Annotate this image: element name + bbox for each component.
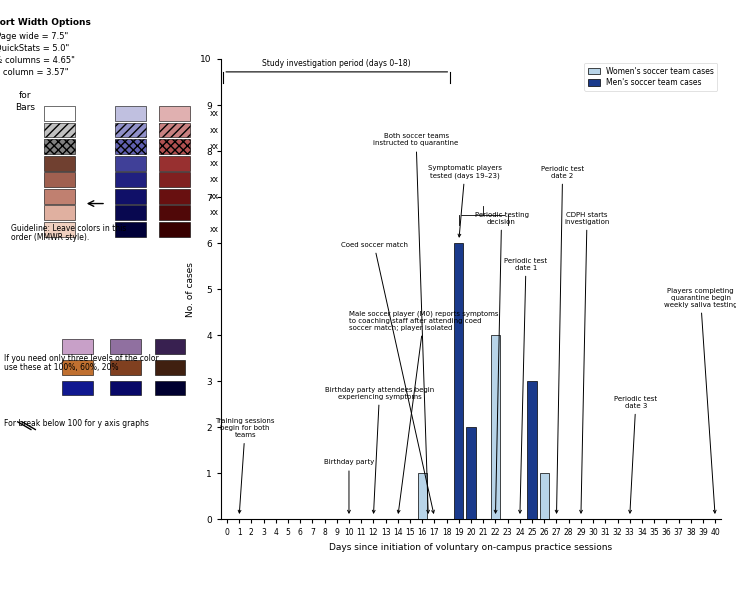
Bar <box>159 172 190 187</box>
X-axis label: Days since initiation of voluntary on-campus practice sessions: Days since initiation of voluntary on-ca… <box>330 543 612 552</box>
Y-axis label: No. of cases: No. of cases <box>185 261 195 317</box>
Bar <box>159 189 190 204</box>
Text: Symptomatic players
tested (days 19–23): Symptomatic players tested (days 19–23) <box>428 165 502 237</box>
Bar <box>44 205 75 220</box>
Bar <box>110 360 141 375</box>
Text: Both soccer teams
instructed to quarantine: Both soccer teams instructed to quaranti… <box>373 133 459 513</box>
Bar <box>115 139 146 154</box>
Text: Training sessions
begin for both
teams: Training sessions begin for both teams <box>216 418 275 513</box>
Bar <box>159 123 190 137</box>
Text: Guideline: Leave colors in this: Guideline: Leave colors in this <box>11 224 127 233</box>
Text: Bars: Bars <box>15 103 35 112</box>
Bar <box>491 335 500 519</box>
Bar <box>467 427 475 519</box>
Text: 1½ columns = 4.65": 1½ columns = 4.65" <box>0 56 75 65</box>
Text: xx: xx <box>210 142 219 151</box>
Bar <box>155 381 185 395</box>
Text: xx: xx <box>210 208 219 217</box>
Bar <box>44 222 75 237</box>
Bar <box>115 189 146 204</box>
Bar <box>155 360 185 375</box>
Bar <box>115 205 146 220</box>
Text: Birthday party attendees begin
experiencing symptoms: Birthday party attendees begin experienc… <box>325 386 434 513</box>
Text: Periodic test
date 3: Periodic test date 3 <box>615 396 657 513</box>
Text: Coed soccer match: Coed soccer match <box>341 242 434 513</box>
Text: xx: xx <box>210 175 219 184</box>
Bar <box>417 473 427 519</box>
Bar <box>115 156 146 171</box>
Text: CDPH starts
investigation: CDPH starts investigation <box>565 212 609 513</box>
Text: Periodic test
date 1: Periodic test date 1 <box>504 258 548 513</box>
Text: Male soccer player (M0) reports symptoms
to coaching staff after attending coed
: Male soccer player (M0) reports symptoms… <box>349 310 498 513</box>
Text: 1 column = 3.57": 1 column = 3.57" <box>0 68 68 77</box>
Bar <box>454 243 464 519</box>
Text: for: for <box>19 91 32 100</box>
Bar <box>110 381 141 395</box>
Text: xx: xx <box>210 225 219 234</box>
Bar <box>159 156 190 171</box>
Text: Page wide = 7.5": Page wide = 7.5" <box>0 32 68 41</box>
Text: For break below 100 for y axis graphs: For break below 100 for y axis graphs <box>4 419 149 428</box>
Bar <box>159 106 190 121</box>
Text: order (MMWR style).: order (MMWR style). <box>11 233 89 242</box>
Bar <box>159 222 190 237</box>
Bar <box>62 360 93 375</box>
Bar <box>44 172 75 187</box>
Text: Periodic testing
decision: Periodic testing decision <box>475 212 528 513</box>
Bar <box>539 473 549 519</box>
Text: use these at 100%, 60%, 20%: use these at 100%, 60%, 20% <box>4 363 119 372</box>
Bar <box>44 123 75 137</box>
Bar <box>44 106 75 121</box>
Text: xx: xx <box>210 159 219 168</box>
Text: Study investigation period (days 0–18): Study investigation period (days 0–18) <box>263 59 411 68</box>
Bar <box>528 381 537 519</box>
Text: If you need only three levels of the color: If you need only three levels of the col… <box>4 354 159 363</box>
Text: Periodic test
date 2: Periodic test date 2 <box>541 166 584 513</box>
Bar <box>159 139 190 154</box>
Text: QuickStats = 5.0": QuickStats = 5.0" <box>0 44 69 53</box>
Bar <box>115 222 146 237</box>
Bar <box>115 106 146 121</box>
Text: xx: xx <box>210 109 219 118</box>
Bar <box>44 189 75 204</box>
Bar <box>110 339 141 354</box>
Bar <box>62 381 93 395</box>
Text: Support Width Options: Support Width Options <box>0 18 91 27</box>
Text: xx: xx <box>210 126 219 135</box>
Bar <box>44 139 75 154</box>
Text: Birthday party: Birthday party <box>324 460 374 513</box>
Bar <box>115 123 146 137</box>
Bar <box>159 205 190 220</box>
Text: Players completing
quarantine begin
weekly saliva testing: Players completing quarantine begin week… <box>664 287 736 513</box>
Bar <box>155 339 185 354</box>
Bar <box>44 156 75 171</box>
Legend: Women's soccer team cases, Men's soccer team cases: Women's soccer team cases, Men's soccer … <box>584 63 718 91</box>
Bar <box>115 172 146 187</box>
Bar <box>62 339 93 354</box>
Text: xx: xx <box>210 192 219 201</box>
